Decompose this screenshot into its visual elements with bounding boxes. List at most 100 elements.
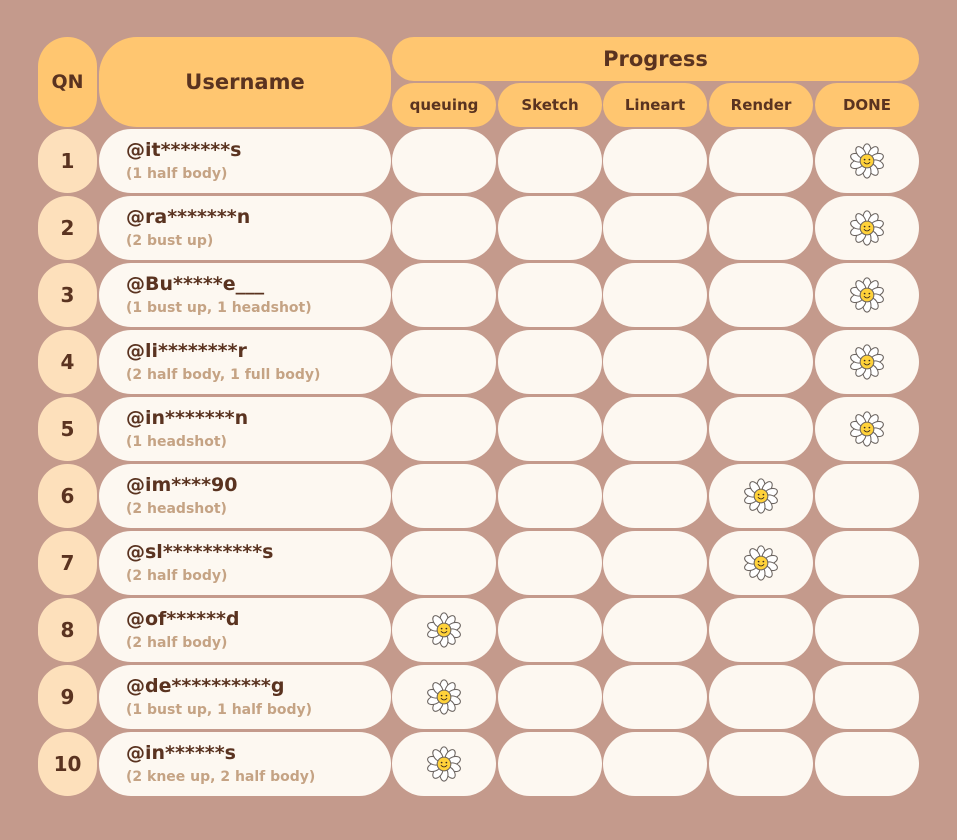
header-progress: Progress: [392, 37, 919, 81]
row-stage-render: [709, 397, 813, 461]
daisy-smiley-icon: [848, 411, 886, 447]
row-stage-queuing: [392, 732, 496, 796]
row-stage-done: [815, 330, 919, 394]
row-stage-render: [709, 665, 813, 729]
header-stage-done: DONE: [815, 83, 919, 127]
row-stage-queuing: [392, 665, 496, 729]
row-stage-render: [709, 464, 813, 528]
row-qn: 8: [38, 598, 97, 662]
row-username: @it*******s: [126, 139, 242, 161]
row-order-detail: (1 bust up, 1 half body): [126, 702, 313, 718]
row-stage-sketch: [498, 397, 602, 461]
daisy-smiley-icon: [848, 277, 886, 313]
row-stage-queuing: [392, 263, 496, 327]
row-stage-lineart: [603, 598, 707, 662]
row-user-cell: @sl**********s (2 half body): [99, 531, 391, 595]
row-stage-queuing: [392, 598, 496, 662]
header-username: Username: [99, 37, 391, 127]
row-stage-done: [815, 263, 919, 327]
row-order-detail: (2 bust up): [126, 233, 214, 249]
row-order-detail: (2 half body, 1 full body): [126, 367, 321, 383]
row-username: @sl**********s: [126, 541, 274, 563]
daisy-smiley-icon: [425, 679, 463, 715]
row-user-cell: @im****90 (2 headshot): [99, 464, 391, 528]
header-qn: QN: [38, 37, 97, 127]
row-stage-lineart: [603, 732, 707, 796]
row-stage-done: [815, 531, 919, 595]
row-stage-sketch: [498, 464, 602, 528]
row-stage-lineart: [603, 330, 707, 394]
row-stage-render: [709, 598, 813, 662]
daisy-smiley-icon: [742, 545, 780, 581]
row-username: @in*******n: [126, 407, 249, 429]
row-user-cell: @in******s (2 knee up, 2 half body): [99, 732, 391, 796]
row-user-cell: @li********r (2 half body, 1 full body): [99, 330, 391, 394]
row-stage-queuing: [392, 531, 496, 595]
row-username: @of******d: [126, 608, 240, 630]
row-stage-done: [815, 196, 919, 260]
row-stage-sketch: [498, 129, 602, 193]
row-user-cell: @it*******s (1 half body): [99, 129, 391, 193]
header-stage-queuing: queuing: [392, 83, 496, 127]
daisy-smiley-icon: [742, 478, 780, 514]
row-user-cell: @Bu*****e___ (1 bust up, 1 headshot): [99, 263, 391, 327]
row-stage-done: [815, 598, 919, 662]
row-stage-done: [815, 129, 919, 193]
row-order-detail: (2 half body): [126, 635, 228, 651]
row-stage-sketch: [498, 531, 602, 595]
daisy-smiley-icon: [425, 612, 463, 648]
row-stage-lineart: [603, 397, 707, 461]
row-stage-lineart: [603, 129, 707, 193]
header-stage-render: Render: [709, 83, 813, 127]
row-stage-queuing: [392, 129, 496, 193]
header-stage-sketch: Sketch: [498, 83, 602, 127]
header-stage-lineart: Lineart: [603, 83, 707, 127]
row-order-detail: (2 knee up, 2 half body): [126, 769, 316, 785]
row-stage-lineart: [603, 263, 707, 327]
row-stage-done: [815, 397, 919, 461]
row-stage-render: [709, 196, 813, 260]
row-stage-lineart: [603, 196, 707, 260]
row-stage-render: [709, 263, 813, 327]
row-user-cell: @de**********g (1 bust up, 1 half body): [99, 665, 391, 729]
row-qn: 9: [38, 665, 97, 729]
row-stage-sketch: [498, 665, 602, 729]
row-stage-lineart: [603, 665, 707, 729]
row-stage-queuing: [392, 330, 496, 394]
row-user-cell: @of******d (2 half body): [99, 598, 391, 662]
row-stage-done: [815, 464, 919, 528]
row-stage-sketch: [498, 598, 602, 662]
row-order-detail: (1 headshot): [126, 434, 227, 450]
row-stage-lineart: [603, 531, 707, 595]
row-qn: 1: [38, 129, 97, 193]
row-qn: 5: [38, 397, 97, 461]
row-qn: 7: [38, 531, 97, 595]
row-qn: 4: [38, 330, 97, 394]
row-username: @li********r: [126, 340, 247, 362]
row-stage-done: [815, 665, 919, 729]
row-username: @im****90: [126, 474, 238, 496]
row-stage-render: [709, 129, 813, 193]
row-user-cell: @ra*******n (2 bust up): [99, 196, 391, 260]
row-order-detail: (1 bust up, 1 headshot): [126, 300, 312, 316]
row-username: @Bu*****e___: [126, 273, 265, 295]
row-stage-render: [709, 531, 813, 595]
row-stage-render: [709, 330, 813, 394]
row-order-detail: (2 half body): [126, 568, 228, 584]
daisy-smiley-icon: [848, 344, 886, 380]
row-qn: 6: [38, 464, 97, 528]
row-username: @de**********g: [126, 675, 285, 697]
row-stage-render: [709, 732, 813, 796]
row-qn: 2: [38, 196, 97, 260]
row-stage-lineart: [603, 464, 707, 528]
row-username: @ra*******n: [126, 206, 251, 228]
row-user-cell: @in*******n (1 headshot): [99, 397, 391, 461]
daisy-smiley-icon: [425, 746, 463, 782]
row-stage-done: [815, 732, 919, 796]
row-stage-queuing: [392, 397, 496, 461]
row-stage-sketch: [498, 330, 602, 394]
row-stage-sketch: [498, 263, 602, 327]
row-stage-sketch: [498, 732, 602, 796]
daisy-smiley-icon: [848, 143, 886, 179]
row-order-detail: (1 half body): [126, 166, 228, 182]
